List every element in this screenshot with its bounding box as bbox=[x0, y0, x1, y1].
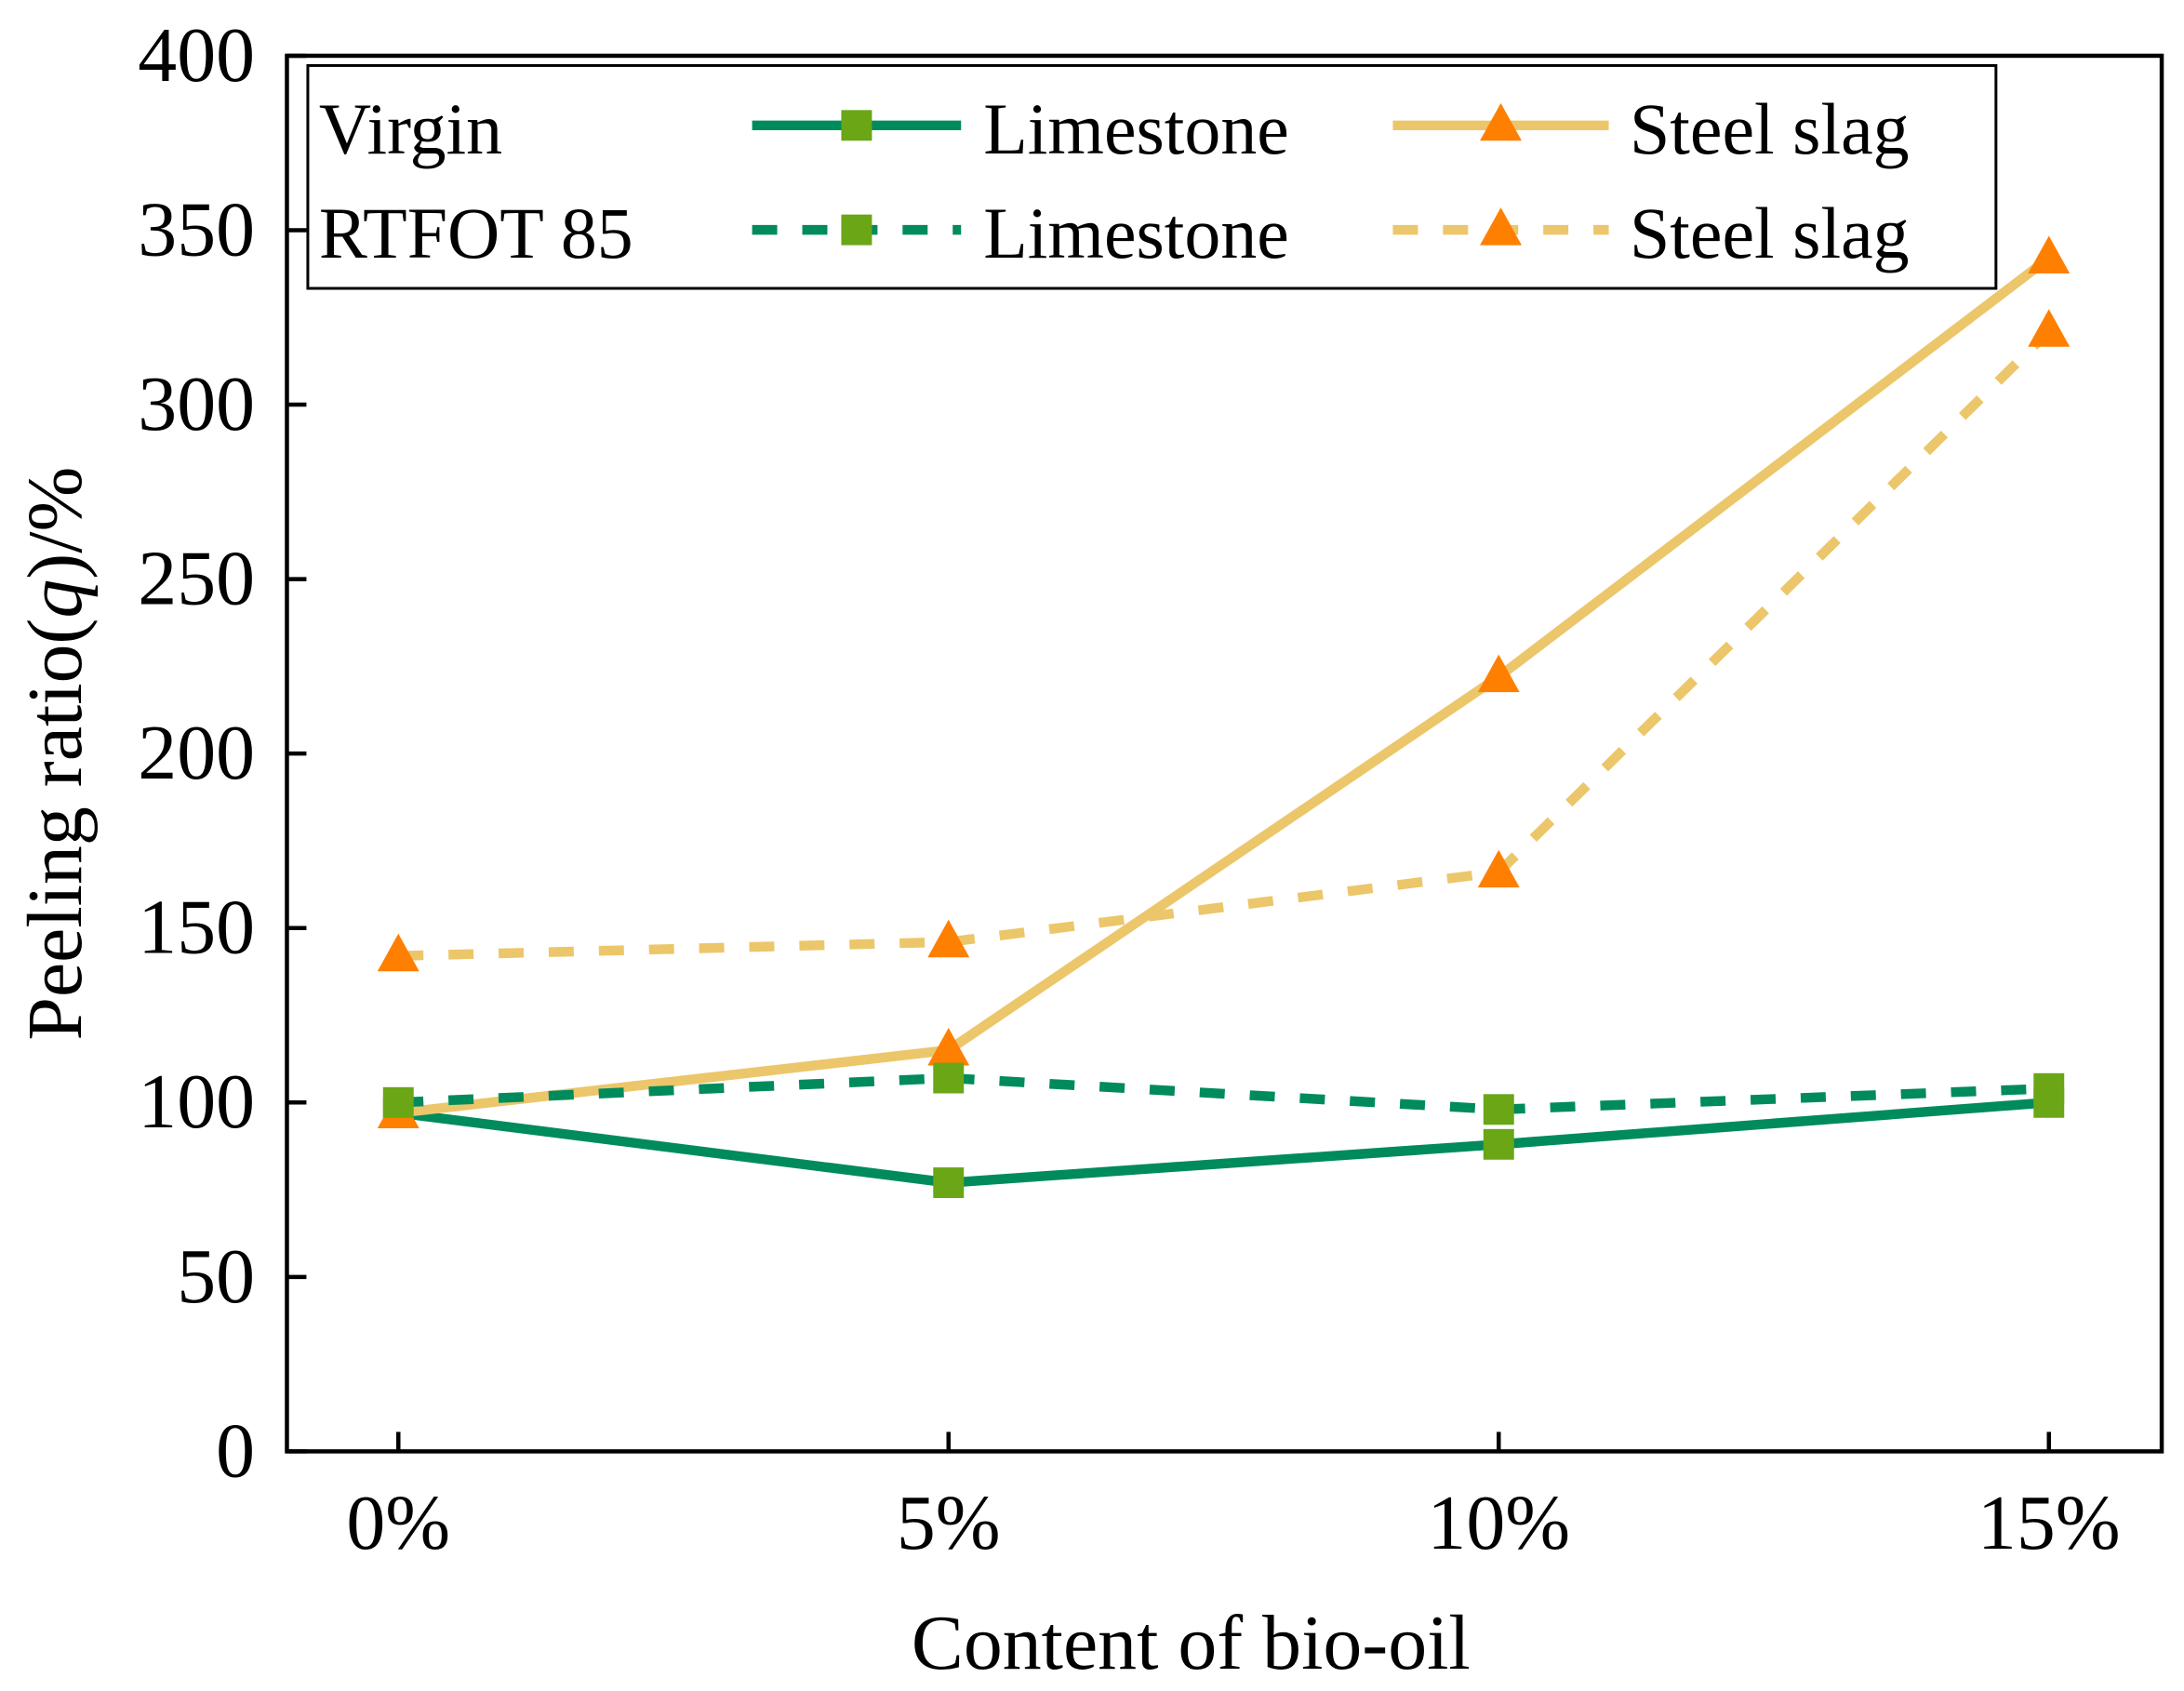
data-point bbox=[1483, 1128, 1514, 1160]
data-point bbox=[2028, 235, 2071, 273]
x-tick-label: 5% bbox=[897, 1480, 1001, 1566]
plot-frame bbox=[285, 53, 2164, 1454]
data-point bbox=[2028, 309, 2071, 347]
y-axis: 0 50 100 150 200 250 300 350 400 bbox=[138, 12, 307, 1494]
data-point bbox=[1477, 654, 1520, 693]
y-tick-label: 0 bbox=[216, 1407, 255, 1494]
y-tick-label: 400 bbox=[138, 12, 255, 99]
y-tick-label: 300 bbox=[138, 361, 255, 447]
data-point bbox=[1477, 849, 1520, 888]
series-virgin-limestone bbox=[382, 1086, 2065, 1199]
series-layer bbox=[377, 235, 2071, 1199]
legend-label: Limestone bbox=[983, 89, 1289, 169]
y-axis-label: Peeling ratio(q)/% bbox=[12, 467, 99, 1041]
data-point bbox=[2033, 1072, 2065, 1104]
y-tick-label: 200 bbox=[138, 710, 255, 796]
legend-label: Limestone bbox=[983, 193, 1289, 273]
legend-triangle-marker bbox=[1480, 102, 1522, 141]
y-tick-label: 150 bbox=[138, 885, 255, 971]
x-tick-label: 15% bbox=[1978, 1480, 2121, 1566]
data-point bbox=[933, 1062, 965, 1094]
y-tick-label: 100 bbox=[138, 1059, 255, 1145]
y-tick-label: 50 bbox=[177, 1233, 255, 1320]
data-point bbox=[927, 1028, 970, 1066]
series-line bbox=[397, 1098, 2050, 1188]
legend-square-marker bbox=[841, 214, 872, 246]
series-line bbox=[398, 1072, 2049, 1115]
legend-triangle-marker bbox=[1480, 207, 1522, 246]
x-tick-label: 10% bbox=[1427, 1480, 1570, 1566]
x-tick-label: 0% bbox=[346, 1480, 450, 1566]
x-axis: 0% 5% 10% 15% bbox=[346, 1431, 2121, 1566]
legend-label: Steel slag bbox=[1630, 89, 1910, 169]
legend-box bbox=[306, 63, 1998, 290]
series-virgin-steel-slag bbox=[377, 235, 2071, 1129]
y-tick-label: 350 bbox=[138, 186, 255, 273]
legend-label: Steel slag bbox=[1630, 193, 1910, 273]
series-rtfot-85-limestone bbox=[382, 1062, 2065, 1125]
data-point bbox=[382, 1086, 414, 1118]
legend-group-rtfot: RTFOT 85 bbox=[319, 193, 633, 273]
legend-square-marker bbox=[841, 110, 872, 141]
data-point bbox=[927, 919, 970, 958]
y-tick-label: 250 bbox=[138, 536, 255, 622]
series-rtfot-85-steel-slag bbox=[377, 309, 2071, 972]
legend: Virgin RTFOT 85 Limestone Steel slag Limes… bbox=[306, 63, 1998, 290]
x-axis-label: Content of bio-oil bbox=[912, 1600, 1471, 1686]
data-point bbox=[933, 1167, 965, 1199]
data-point bbox=[377, 933, 419, 972]
legend-group-virgin: Virgin bbox=[319, 89, 502, 169]
series-line bbox=[397, 254, 2052, 1118]
data-point bbox=[1483, 1094, 1514, 1125]
series-line bbox=[398, 327, 2053, 961]
